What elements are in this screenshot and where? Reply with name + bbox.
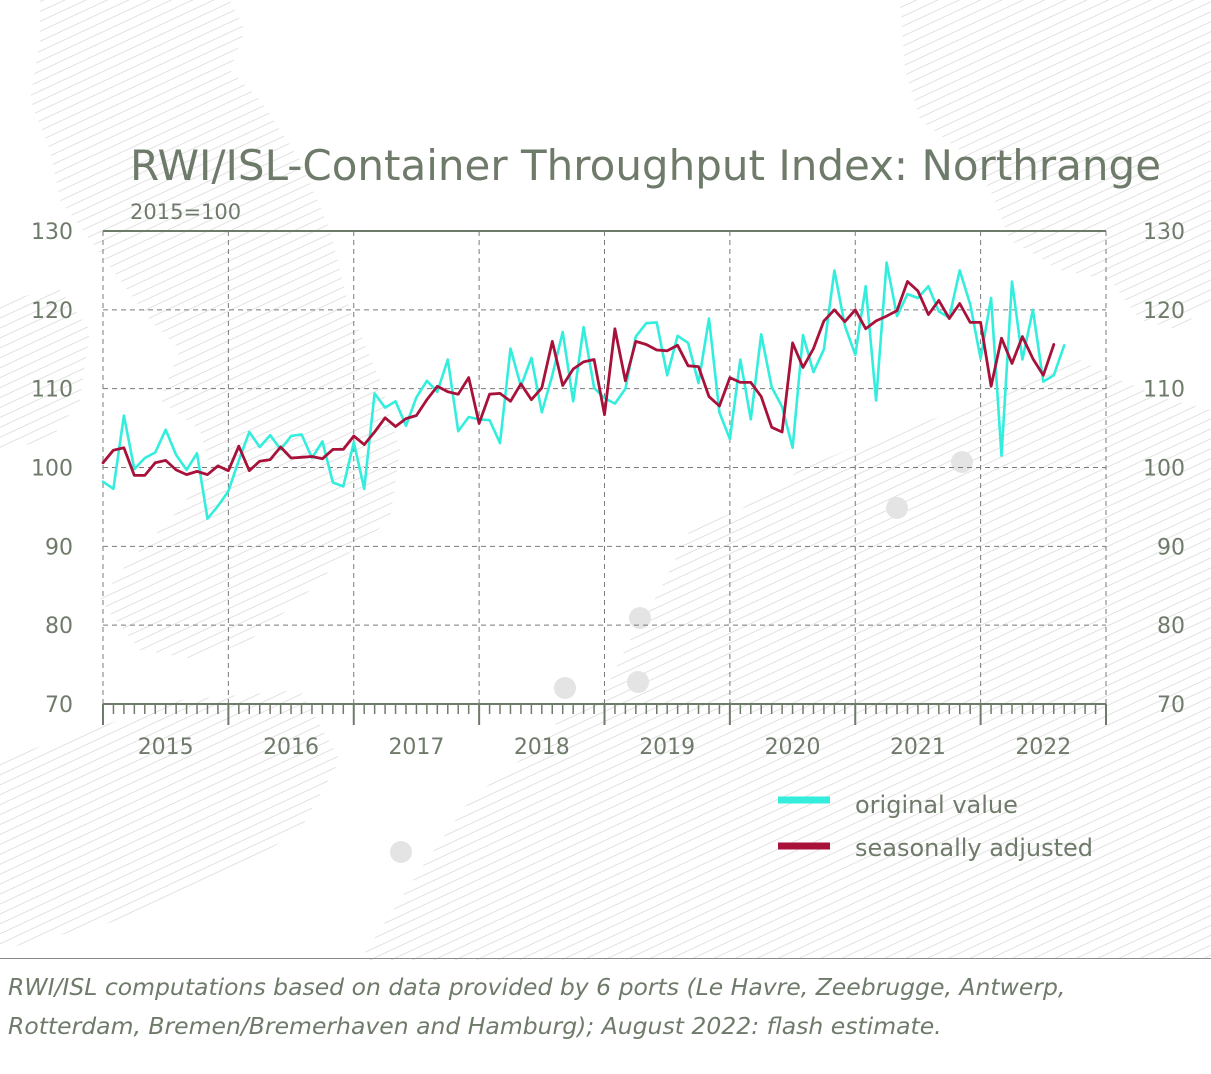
y-tick-label-right: 90	[1157, 535, 1185, 560]
y-tick-label-right: 80	[1157, 614, 1185, 639]
map-port-marker	[629, 607, 651, 629]
y-tick-label-right: 110	[1143, 378, 1185, 403]
y-tick-label-right: 70	[1157, 693, 1185, 718]
map-land-ireland	[0, 290, 90, 450]
y-tick-label-left: 120	[31, 299, 73, 324]
y-tick-label-right: 100	[1143, 457, 1185, 482]
chart-subtitle: 2015=100	[130, 200, 241, 224]
x-tick-label: 2020	[765, 735, 821, 760]
x-tick-label: 2019	[639, 735, 695, 760]
x-tick-label: 2016	[263, 735, 319, 760]
y-tick-label-right: 120	[1143, 299, 1185, 324]
y-tick-label-left: 70	[45, 693, 73, 718]
map-port-marker	[886, 497, 908, 519]
y-tick-label-right: 130	[1143, 220, 1185, 245]
plot-area	[101, 261, 1066, 521]
y-tick-label-left: 100	[31, 457, 73, 482]
y-tick-label-left: 80	[45, 614, 73, 639]
map-port-marker	[390, 841, 412, 863]
series-line-adjusted	[101, 280, 1056, 477]
map-port-marker	[627, 671, 649, 693]
x-tick-label: 2017	[388, 735, 444, 760]
x-tick-label: 2015	[138, 735, 194, 760]
axes: 70 70 80 80 90 90 100 100 110 110 120 120 130 130 2015…	[31, 220, 1185, 760]
x-tick-label: 2022	[1015, 735, 1071, 760]
map-land-continent	[360, 360, 1211, 960]
map-land-scandinavia	[900, 0, 1211, 330]
y-tick-label-left: 110	[31, 378, 73, 403]
y-tick-label-left: 90	[45, 535, 73, 560]
y-tick-label-left: 130	[31, 220, 73, 245]
series-line-original	[101, 261, 1066, 521]
map-port-marker	[554, 677, 576, 699]
legend-label-adjusted: seasonally adjusted	[855, 834, 1093, 862]
legend: original value seasonally adjusted	[778, 791, 1093, 862]
legend-label-original: original value	[855, 791, 1018, 819]
map-land-west	[0, 690, 340, 950]
chart-title: RWI/ISL-Container Throughput Index: Nort…	[130, 141, 1161, 190]
footnote-divider	[0, 958, 1211, 959]
map-port-marker	[951, 451, 973, 473]
map-land-britain	[30, 0, 400, 660]
map-background	[0, 0, 1211, 960]
x-tick-label: 2021	[890, 735, 946, 760]
footnote: RWI/ISL computations based on data provi…	[8, 973, 1066, 1040]
x-tick-label: 2018	[514, 735, 570, 760]
